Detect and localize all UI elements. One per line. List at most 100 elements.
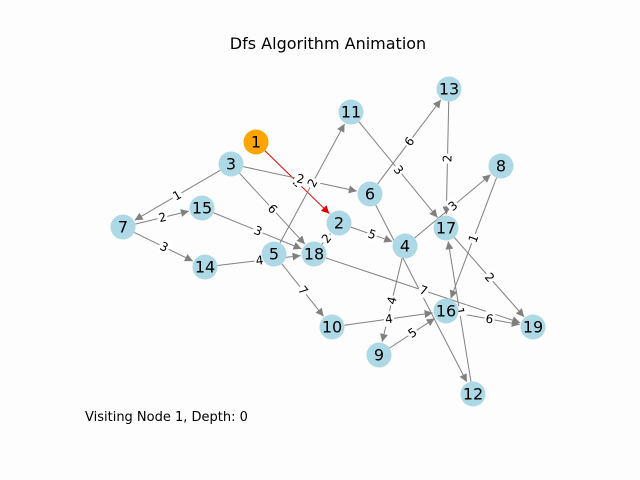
node-label: 17	[436, 219, 456, 238]
node-label: 13	[439, 80, 459, 99]
edge-weight-bg	[444, 196, 462, 215]
node-circle	[392, 233, 418, 259]
graph-node: 14	[192, 254, 218, 280]
edge-weight-label: 1	[464, 230, 482, 246]
edge-weight-text: 2	[440, 155, 454, 163]
edge-weight-label: 7	[416, 281, 431, 299]
edge-weight-text: 4	[255, 253, 264, 268]
graph-node: 8	[488, 153, 514, 179]
current-node-circle	[243, 129, 269, 155]
node-label: 18	[304, 245, 324, 264]
node-label: 7	[118, 218, 128, 237]
node-label: 15	[192, 199, 212, 218]
graph-node: 7	[110, 214, 136, 240]
node-circle	[433, 215, 459, 241]
edge-weight-bg	[263, 199, 282, 218]
node-circle	[338, 99, 364, 125]
edge-weight-bg	[294, 281, 313, 299]
edge-weight-label: 5	[403, 323, 421, 342]
node-circle	[460, 381, 486, 407]
edge-weight-text: 4	[384, 312, 394, 327]
edge-labels-layer: 212627233427563234124561	[155, 132, 499, 342]
graph-node: 17	[433, 215, 459, 241]
edge-weight-bg	[317, 229, 336, 247]
edge-weight-bg	[439, 153, 455, 164]
node-label: 9	[374, 346, 384, 365]
edge-weight-bg	[403, 323, 421, 342]
edge-weight-bg	[250, 221, 266, 240]
node-circle	[110, 214, 136, 240]
edge-weight-text: 4	[384, 295, 399, 306]
edge-weight-label: 1	[168, 186, 185, 205]
graph-node: 15	[189, 195, 215, 221]
graph-node: 5	[261, 241, 287, 267]
graph-node: 13	[436, 76, 462, 102]
node-circle	[433, 298, 459, 324]
edge-weight-label: 5	[364, 225, 380, 243]
edge-weight-label: 6	[400, 132, 419, 150]
graph-node: 1	[243, 129, 269, 155]
node-circle	[520, 314, 546, 340]
graph-node: 16	[433, 298, 459, 324]
graph-node: 3	[218, 151, 244, 177]
node-label: 14	[195, 258, 215, 277]
graph-node: 10	[319, 314, 345, 340]
edge-weight-bg	[464, 230, 482, 246]
edge-weight-bg	[480, 268, 499, 286]
node-circle	[192, 254, 218, 280]
node-circle	[326, 210, 352, 236]
edge-weight-label: 4	[383, 293, 400, 307]
status-text: Visiting Node 1, Depth: 0	[85, 410, 248, 425]
edge-weight-bg	[483, 310, 496, 327]
graph-node: 19	[520, 314, 546, 340]
edge-weight-label: 2	[439, 153, 455, 164]
graph-node: 12	[460, 381, 486, 407]
graph-node: 11	[338, 99, 364, 125]
node-label: 11	[341, 103, 361, 122]
edge-weight-bg	[364, 225, 380, 243]
node-label: 4	[400, 237, 410, 256]
edge-weight-bg	[416, 281, 431, 299]
edge-weight-text: 1	[452, 306, 467, 316]
graph-node: 2	[326, 210, 352, 236]
graph-node: 9	[366, 342, 392, 368]
node-circle	[301, 241, 327, 267]
figure-title: Dfs Algorithm Animation	[230, 34, 426, 53]
edge-weight-bg	[382, 310, 395, 327]
node-circle	[488, 153, 514, 179]
node-label: 3	[226, 155, 236, 174]
edge-weight-bg	[156, 237, 173, 256]
edge-weight-text: 5	[366, 227, 378, 243]
edge-weight-bg	[389, 161, 408, 179]
edge-weight-bg	[400, 132, 419, 150]
edge-weight-bg	[155, 208, 169, 226]
node-label: 5	[269, 245, 279, 264]
node-label: 10	[322, 318, 342, 337]
node-label: 2	[334, 214, 344, 233]
node-circle	[319, 314, 345, 340]
edge-weight-label: 2	[303, 174, 322, 191]
edge-weight-label: 3	[156, 237, 173, 256]
graph-node: 18	[301, 241, 327, 267]
graph-node: 6	[357, 181, 383, 207]
edge-weight-label: 4	[382, 310, 395, 327]
node-circle	[436, 76, 462, 102]
node-label: 6	[365, 185, 375, 204]
edge-weight-bg	[168, 186, 185, 205]
node-label: 19	[523, 318, 543, 337]
node-circle	[366, 342, 392, 368]
edge-weight-label: 2	[155, 208, 169, 226]
node-label: 12	[463, 385, 483, 404]
graph-node: 4	[392, 233, 418, 259]
edge-weight-text: 2	[157, 210, 168, 225]
node-circle	[357, 181, 383, 207]
edge-weight-text: 7	[418, 283, 430, 299]
node-label: 1	[251, 133, 261, 152]
edge-weight-label: 3	[250, 221, 266, 240]
edge-weight-bg	[383, 293, 400, 307]
node-label: 16	[436, 302, 456, 321]
edge-weight-label: 6	[483, 310, 496, 327]
node-label: 8	[496, 157, 506, 176]
